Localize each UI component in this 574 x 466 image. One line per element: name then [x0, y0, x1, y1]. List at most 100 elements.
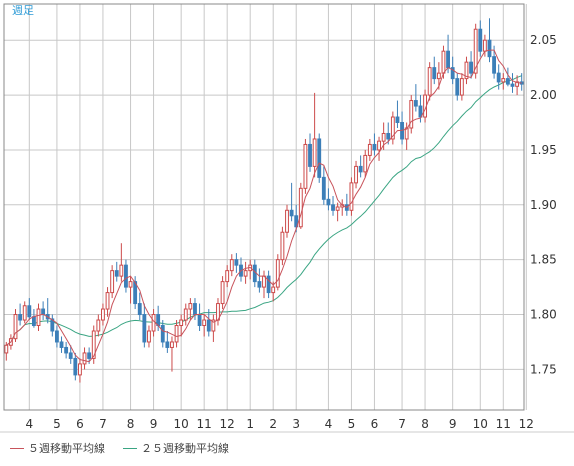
grid-lines: [4, 4, 527, 410]
candle-body: [64, 346, 69, 354]
candle-body: [54, 330, 59, 343]
candle-body: [413, 100, 418, 107]
candle-body: [459, 78, 464, 96]
candle-body: [294, 215, 299, 228]
y-tick-label: 2.00: [530, 88, 557, 102]
candle-body: [377, 140, 381, 151]
legend-item-ma5: ５週移動平均線: [10, 440, 105, 456]
candle-body: [326, 198, 331, 206]
x-tick-label: 12: [220, 417, 235, 431]
candle-body: [510, 83, 515, 87]
candle-body: [372, 143, 377, 151]
candle-body: [358, 165, 363, 173]
x-tick-label: 6: [76, 417, 84, 431]
candle-body: [409, 100, 414, 129]
candle-body: [266, 275, 271, 294]
candle-body: [211, 319, 216, 332]
x-tick-label: 9: [449, 417, 457, 431]
candle-body: [78, 363, 82, 376]
candle-body: [91, 330, 96, 359]
legend-item-ma25: ２５週移動平均線: [123, 440, 229, 456]
candle-body: [183, 308, 188, 321]
candle-body: [450, 67, 455, 80]
x-tick-label: 11: [496, 417, 511, 431]
candle-body: [469, 61, 474, 74]
candle-body: [206, 319, 211, 332]
candle-body: [515, 81, 520, 87]
x-tick-label: 3: [292, 417, 300, 431]
candle-body: [188, 303, 193, 310]
candle-body: [50, 318, 55, 332]
candle-body: [114, 270, 119, 277]
legend-swatch-ma5: [10, 447, 24, 449]
candle-body: [18, 314, 23, 321]
y-tick-label: 1.75: [530, 362, 557, 376]
candle-body: [137, 303, 142, 316]
candle-body: [308, 143, 312, 167]
candle-body: [446, 50, 450, 69]
candle-body: [202, 319, 207, 327]
y-tick-label: 2.05: [530, 33, 557, 47]
x-tick-label: 6: [371, 417, 379, 431]
x-tick-label: 5: [53, 417, 61, 431]
candle-body: [13, 314, 18, 340]
candle-body: [280, 231, 285, 261]
candle-body: [243, 270, 248, 277]
candle-body: [436, 72, 441, 80]
candle-body: [68, 352, 73, 359]
candle-body: [289, 209, 294, 217]
candle-body: [404, 127, 409, 140]
candle-body: [478, 28, 483, 52]
candle-body: [390, 116, 395, 140]
x-tick-label: 10: [473, 417, 488, 431]
candle-body: [303, 143, 308, 189]
x-tick-label: 8: [127, 417, 135, 431]
candle-body: [179, 319, 184, 327]
y-tick-label: 1.95: [530, 143, 557, 157]
legend: ５週移動平均線 ２５週移動平均線: [10, 440, 229, 456]
y-tick-label: 1.80: [530, 308, 557, 322]
candle-body: [363, 154, 368, 173]
candle-body: [151, 314, 156, 332]
candle-body: [427, 67, 432, 96]
candle-body: [386, 132, 391, 140]
candle-body: [418, 105, 423, 118]
x-tick-label: 8: [421, 417, 429, 431]
candle-body: [271, 286, 276, 294]
candle-body: [501, 78, 506, 83]
y-tick-label: 1.85: [530, 253, 557, 267]
candle-body: [128, 281, 133, 288]
legend-label-ma25: ２５週移動平均線: [141, 442, 229, 455]
x-tick-label: 9: [150, 417, 158, 431]
candle-body: [275, 259, 280, 288]
candle-body: [36, 308, 41, 327]
candle-body: [432, 67, 437, 80]
candle-body: [220, 281, 225, 305]
candle-body: [105, 292, 110, 310]
candle-body: [160, 325, 165, 343]
candle-body: [27, 305, 32, 318]
x-tick-label: 4: [325, 417, 333, 431]
candle-body: [174, 325, 179, 343]
candle-body: [87, 352, 92, 359]
y-tick-label: 1.90: [530, 198, 557, 212]
candles-layer: [4, 18, 524, 383]
candle-body: [225, 270, 230, 283]
candle-body: [110, 270, 115, 294]
period-label: 週足: [12, 4, 34, 17]
candle-body: [96, 319, 101, 332]
candle-body: [496, 72, 501, 83]
candle-body: [170, 341, 174, 348]
candle-body: [317, 138, 322, 178]
candle-body: [133, 281, 138, 305]
candle-body: [31, 316, 36, 327]
candle-body: [464, 61, 469, 80]
x-tick-label: 5: [348, 417, 356, 431]
x-tick-label: 7: [398, 417, 406, 431]
ma25-line-layer: [6, 75, 522, 346]
x-tick-label: 10: [174, 417, 189, 431]
ma5-line-layer: [6, 49, 522, 363]
candle-body: [492, 56, 497, 74]
x-tick-label: 11: [197, 417, 212, 431]
